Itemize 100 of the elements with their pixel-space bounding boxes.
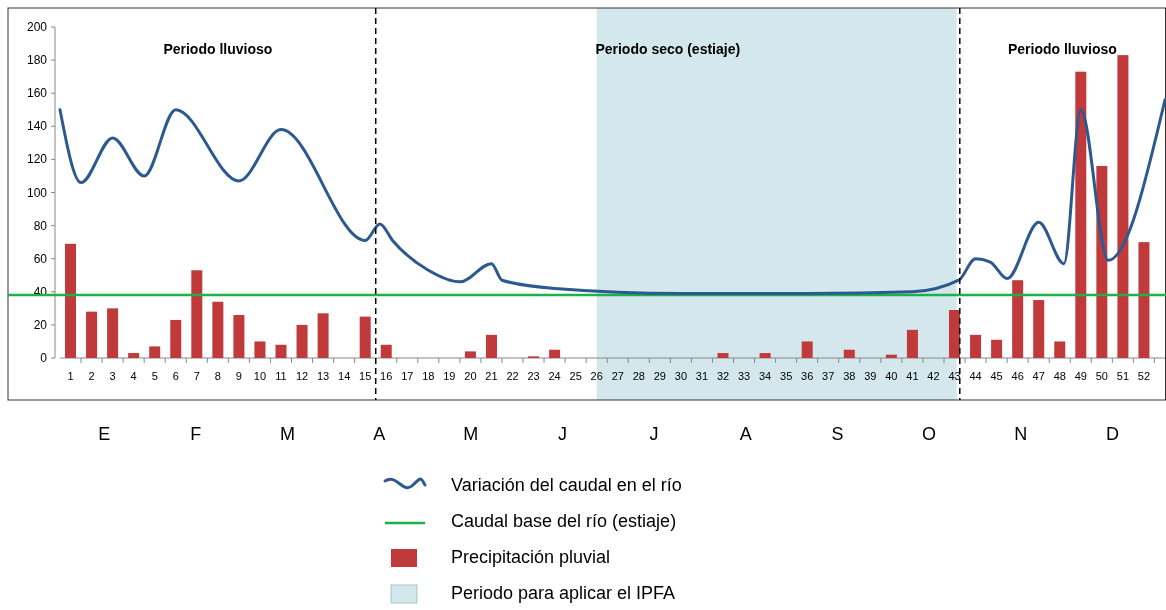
x-tick-label: 13	[316, 370, 330, 382]
y-tick-label: 100	[26, 185, 48, 200]
x-tick-label: 15	[359, 370, 372, 382]
x-tick-label: 38	[843, 370, 856, 382]
bar	[485, 334, 497, 358]
bar	[233, 314, 245, 358]
x-tick-label: 8	[214, 370, 221, 382]
x-tick-label: 29	[653, 370, 666, 382]
x-tick-label: 14	[338, 370, 351, 382]
bar	[380, 344, 392, 358]
x-tick-label: 44	[969, 370, 982, 382]
bar	[170, 319, 182, 358]
y-tick-label: 140	[26, 119, 48, 134]
bar	[65, 243, 77, 358]
x-tick-label: 24	[548, 370, 561, 382]
x-tick-label: 10	[253, 370, 267, 382]
x-tick-label: 50	[1095, 370, 1108, 382]
legend-label: Precipitación pluvial	[451, 547, 611, 567]
x-tick-label: 42	[927, 370, 940, 382]
x-tick-label: 46	[1011, 370, 1024, 382]
bar	[1096, 166, 1108, 358]
x-tick-label: 20	[464, 370, 477, 382]
text: O	[922, 424, 937, 444]
x-tick-label: 39	[864, 370, 877, 382]
bar	[86, 311, 98, 358]
bar	[212, 301, 224, 358]
bar	[949, 310, 961, 358]
x-tick-label: 11	[275, 370, 287, 382]
bar	[1054, 341, 1066, 358]
x-tick-label: 36	[801, 370, 814, 382]
bar	[843, 349, 855, 358]
line-series	[58, 98, 1166, 295]
text: M	[280, 424, 296, 444]
x-tick-label: 45	[990, 370, 1003, 382]
text: A	[373, 424, 386, 444]
x-tick-label: 49	[1074, 370, 1087, 382]
x-tick-label: 17	[401, 370, 414, 382]
bar	[359, 316, 371, 358]
x-tick-label: 48	[1053, 370, 1066, 382]
bar	[275, 344, 287, 358]
x-tick-label: 1	[67, 370, 74, 382]
y-tick-label: 0	[40, 351, 48, 365]
legend-label: Periodo para aplicar el IPFA	[451, 583, 676, 603]
x-tick-label: 7	[193, 370, 200, 382]
y-tick-label: 160	[26, 86, 48, 101]
text: D	[1105, 424, 1119, 444]
x-tick-label: 9	[235, 370, 242, 382]
annotation: Periodo lluvioso	[1007, 41, 1117, 57]
x-tick-label: 43	[948, 370, 961, 382]
bar	[254, 341, 266, 358]
x-tick-label: 34	[758, 370, 772, 382]
bar	[107, 308, 119, 358]
x-tick-label: 28	[632, 370, 645, 382]
y-tick-label: 20	[33, 317, 48, 332]
legend-label: Variación del caudal en el río	[451, 475, 682, 495]
x-tick-label: 12	[295, 370, 309, 382]
y-tick-label: 200	[26, 20, 48, 34]
bar	[149, 346, 161, 358]
text: J	[649, 424, 659, 444]
x-tick-label: 35	[780, 370, 793, 382]
bar	[991, 339, 1003, 358]
bar	[317, 313, 329, 358]
x-tick-label: 33	[737, 370, 751, 382]
bar	[191, 270, 203, 358]
x-tick-label: 21	[485, 370, 498, 382]
x-tick-label: 5	[151, 370, 158, 382]
bar	[885, 354, 897, 358]
y-tick-label: 120	[26, 152, 48, 167]
text: S	[831, 424, 844, 444]
y-tick-label: 60	[33, 251, 48, 266]
x-tick-label: 51	[1116, 370, 1130, 382]
x-tick-label: 41	[906, 370, 919, 382]
x-tick-label: 22	[506, 370, 519, 382]
x-tick-label: 25	[569, 370, 582, 382]
x-tick-label: 27	[611, 370, 624, 382]
text: A	[739, 424, 752, 444]
x-tick-label: 26	[590, 370, 603, 382]
x-tick-label: 40	[885, 370, 898, 382]
bar	[717, 353, 729, 358]
text: N	[1014, 424, 1028, 444]
text: M	[463, 424, 479, 444]
bar	[1117, 55, 1129, 358]
x-tick-label: 18	[422, 370, 435, 382]
x-tick-label: 32	[716, 370, 730, 382]
bar	[1138, 242, 1150, 358]
annotation: Periodo seco (estiaje)	[595, 41, 741, 57]
bar	[1012, 280, 1024, 358]
y-tick-label: 80	[33, 218, 48, 233]
bar	[296, 324, 308, 358]
text: J	[557, 424, 567, 444]
x-tick-label: 47	[1032, 370, 1045, 382]
x-tick-label: 6	[172, 370, 179, 382]
x-tick-label: 16	[380, 370, 393, 382]
bar	[1033, 300, 1045, 358]
text: E	[98, 424, 111, 444]
x-tick-label: 30	[674, 370, 688, 382]
y-tick-label: 180	[26, 53, 48, 68]
bar	[906, 329, 918, 358]
x-tick-label: 2	[88, 370, 95, 382]
x-tick-label: 37	[822, 370, 835, 382]
